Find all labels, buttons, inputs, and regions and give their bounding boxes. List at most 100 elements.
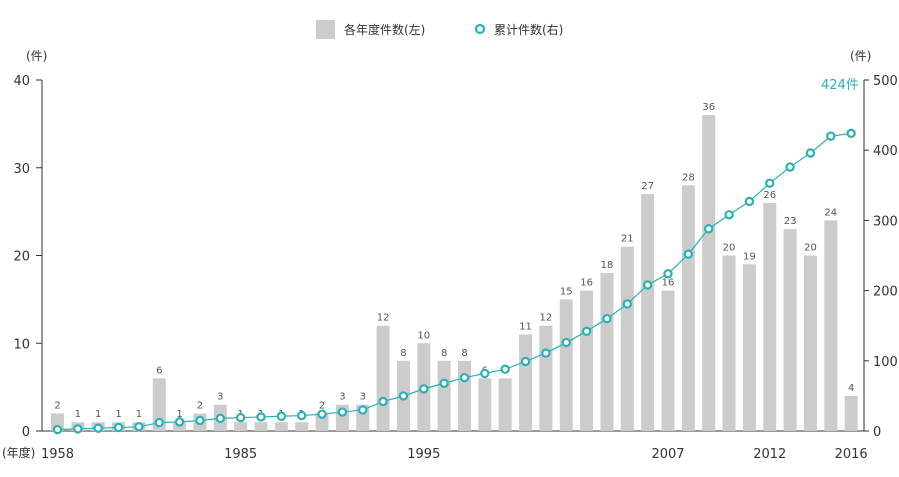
bar — [559, 299, 573, 431]
bar-value-label: 23 — [784, 216, 797, 227]
bar-value-label: 4 — [848, 383, 854, 394]
bar-value-label: 11 — [519, 321, 532, 332]
cumulative-point — [52, 424, 63, 435]
cumulative-point — [317, 409, 327, 419]
bar — [173, 422, 187, 431]
bar-value-label: 12 — [540, 313, 553, 324]
bar-value-label: 28 — [682, 172, 695, 183]
legend-bar-swatch — [316, 20, 335, 39]
bar — [702, 115, 716, 431]
bar — [844, 395, 858, 431]
bar — [254, 422, 268, 431]
bar — [641, 194, 655, 431]
x-tick-label: 2007 — [651, 447, 684, 462]
cumulative-point — [154, 417, 164, 428]
right-axis-ticks: 0 100 200 300 400 500 — [864, 74, 898, 440]
left-axis-unit: (件) — [26, 49, 47, 63]
cumulative-point — [235, 412, 246, 423]
cumulative-callout: 424件 — [821, 78, 859, 93]
cumulative-point — [826, 131, 836, 141]
bar-value-label: 24 — [824, 207, 837, 218]
cumulative-point — [704, 224, 714, 234]
right-tick-label: 300 — [873, 214, 898, 229]
left-tick-label: 0 — [22, 425, 30, 440]
bar — [274, 422, 288, 431]
cumulative-point — [805, 148, 816, 158]
x-tick-label: 1958 — [41, 447, 74, 462]
left-tick-label: 30 — [13, 162, 30, 177]
left-tick-label: 10 — [13, 337, 30, 352]
bar-value-label: 21 — [621, 234, 634, 245]
x-tick-label: 2016 — [835, 447, 868, 462]
bar-value-label: 2 — [197, 400, 203, 411]
cumulative-point — [541, 348, 551, 358]
bar — [600, 273, 614, 431]
right-tick-label: 400 — [873, 144, 898, 159]
bar-value-label: 8 — [400, 348, 406, 359]
bar-value-label: 26 — [763, 190, 776, 201]
bar-value-label: 3 — [217, 392, 223, 403]
bar-value-label: 1 — [176, 409, 182, 420]
bar-value-label: 6 — [156, 365, 162, 376]
right-axis-unit: (件) — [850, 49, 871, 63]
cumulative-point — [663, 269, 673, 279]
left-axis-ticks: 0 10 20 30 40 — [13, 74, 42, 440]
cumulative-point — [398, 391, 409, 401]
legend-line-marker — [474, 23, 486, 35]
bar-value-label: 16 — [662, 278, 675, 289]
bar — [234, 422, 248, 431]
right-tick-label: 500 — [873, 74, 898, 89]
bar-value-label: 8 — [441, 348, 447, 359]
bar-value-label: 12 — [377, 313, 390, 324]
cumulative-point — [459, 372, 470, 383]
bar — [620, 246, 634, 431]
legend: 各年度件数(左) 累计件数(右) — [316, 20, 563, 39]
bar — [539, 325, 553, 431]
right-tick-label: 200 — [873, 285, 898, 300]
x-tick-label: 2012 — [753, 447, 786, 462]
cumulative-point — [785, 162, 795, 172]
cumulative-point — [622, 299, 633, 309]
bar — [783, 229, 797, 431]
cumulative-point — [73, 424, 83, 434]
bar — [295, 422, 309, 431]
cumulative-point — [113, 422, 124, 433]
cumulative-point — [419, 384, 429, 394]
bar-value-label: 15 — [560, 286, 573, 297]
bar — [478, 378, 492, 431]
bar — [580, 290, 594, 431]
bar-value-label: 2 — [54, 400, 60, 411]
cumulative-point — [480, 368, 490, 379]
bar — [152, 378, 166, 431]
cumulative-point — [256, 412, 266, 422]
cumulative-point — [378, 396, 388, 407]
bar-value-label: 2 — [319, 400, 325, 411]
bar — [681, 185, 695, 431]
cumulative-point — [276, 411, 287, 421]
bar-value-label: 1 — [75, 409, 81, 420]
bar — [458, 360, 471, 431]
left-tick-label: 20 — [13, 250, 30, 265]
bar-value-label: 1 — [95, 409, 101, 420]
cumulative-point — [724, 210, 734, 220]
bar-value-label: 10 — [417, 330, 430, 341]
cumulative-point — [561, 337, 571, 348]
bar — [742, 264, 756, 431]
bar — [376, 325, 390, 431]
bar-value-label: 3 — [360, 392, 366, 403]
bar-value-label: 20 — [804, 243, 817, 254]
cumulative-point — [337, 407, 348, 417]
cumulative-point — [93, 423, 103, 433]
bar — [315, 413, 329, 431]
bar — [437, 360, 451, 431]
bar — [519, 334, 533, 431]
bar — [824, 220, 838, 431]
cumulative-point — [520, 356, 531, 367]
right-tick-label: 100 — [873, 355, 898, 370]
cumulative-point — [744, 196, 755, 207]
cumulative-point — [765, 178, 775, 188]
x-axis-unit: (年度) — [2, 445, 35, 460]
bar — [498, 378, 512, 431]
cumulative-point — [195, 415, 205, 426]
cumulative-point — [581, 326, 592, 337]
